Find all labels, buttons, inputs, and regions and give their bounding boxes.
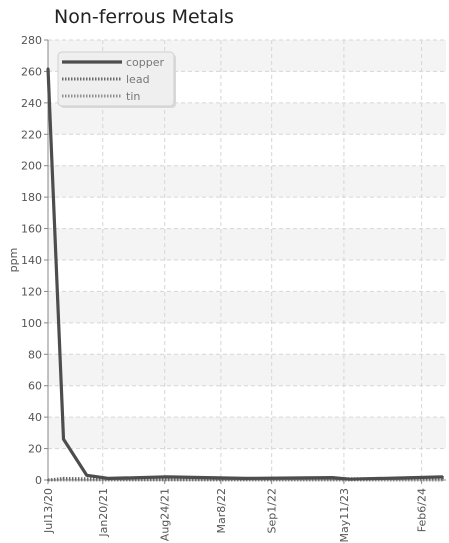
y-tick-label: 200 xyxy=(21,160,42,173)
x-tick-label: May11/23 xyxy=(338,488,351,542)
y-tick-label: 60 xyxy=(28,380,42,393)
background-band xyxy=(48,417,446,449)
data-point-lead xyxy=(47,479,49,481)
data-point-copper xyxy=(331,476,334,479)
background-bands xyxy=(48,40,446,449)
y-tick-label: 220 xyxy=(21,128,42,141)
x-tick-label: Aug24/21 xyxy=(159,488,172,541)
data-point-copper xyxy=(165,475,168,478)
y-tick-label: 160 xyxy=(21,223,42,236)
background-band xyxy=(48,102,446,135)
data-point-copper xyxy=(348,478,351,481)
y-tick-label: 20 xyxy=(28,443,42,456)
x-tick-label: Mar8/22 xyxy=(215,488,228,533)
data-point-copper xyxy=(62,438,65,441)
tick-labels: 0 20 40 60 80 100 120 140 160 180 200 220 240 260 280 J… xyxy=(21,34,429,542)
data-point-lead xyxy=(62,477,65,480)
chart-title: Non-ferrous Metals xyxy=(54,6,234,28)
x-tick-label: Jul13/20 xyxy=(42,488,55,534)
data-point-copper xyxy=(47,67,49,70)
data-point-copper xyxy=(441,475,444,478)
legend: copper lead tin xyxy=(57,51,176,108)
background-band xyxy=(48,228,446,260)
y-axis-label: ppm xyxy=(7,248,20,273)
y-tick-label: 260 xyxy=(21,65,42,78)
x-tick-label: Jan20/21 xyxy=(97,488,110,538)
legend-label-copper: copper xyxy=(126,56,165,69)
legend-label-tin: tin xyxy=(126,90,140,103)
y-tick-label: 180 xyxy=(21,191,42,204)
y-tick-label: 40 xyxy=(28,411,42,424)
y-tick-label: 100 xyxy=(21,317,42,330)
series-lines xyxy=(46,67,444,482)
background-band xyxy=(48,291,446,323)
y-tick-label: 140 xyxy=(21,254,42,267)
background-band xyxy=(48,165,446,198)
x-tick-label: Sep1/22 xyxy=(266,488,279,533)
data-point-copper xyxy=(244,477,247,480)
y-tick-label: 80 xyxy=(28,348,42,361)
background-band xyxy=(48,354,446,386)
legend-label-lead: lead xyxy=(126,73,150,86)
data-point-copper xyxy=(85,474,88,477)
y-tick-label: 240 xyxy=(21,97,42,110)
y-tick-label: 120 xyxy=(21,285,42,298)
y-tick-label: 280 xyxy=(21,34,42,47)
y-tick-label: 0 xyxy=(35,474,42,487)
data-point-copper xyxy=(107,477,110,480)
x-tick-label: Feb6/24 xyxy=(416,488,429,532)
